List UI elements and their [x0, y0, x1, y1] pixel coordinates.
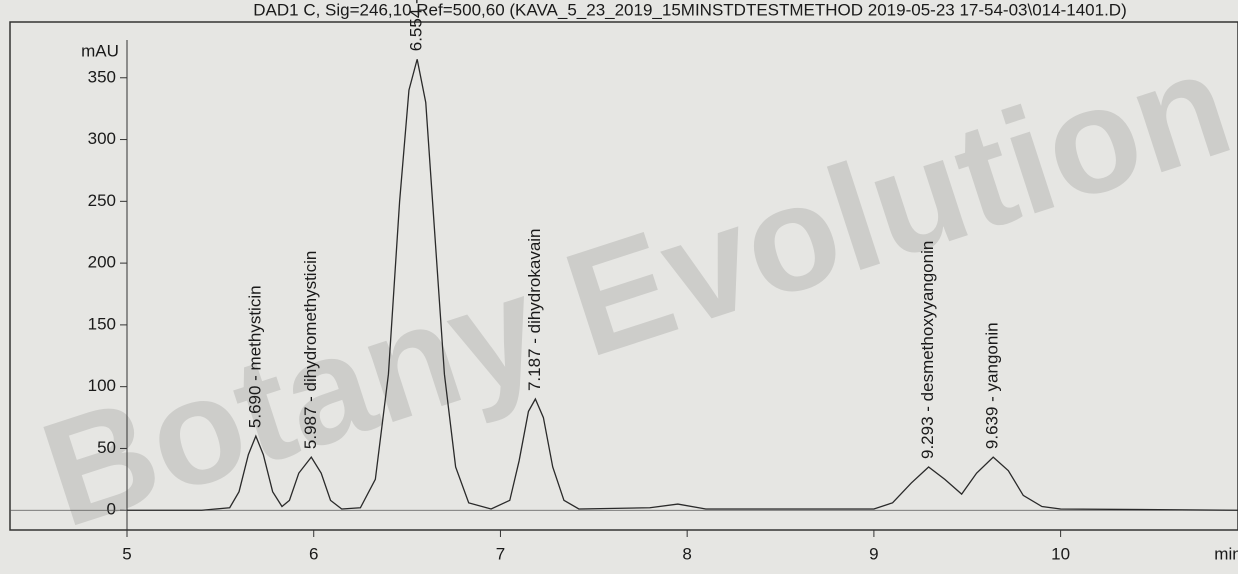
- chart-title: DAD1 C, Sig=246,10 Ref=500,60 (KAVA_5_23…: [253, 0, 1126, 19]
- x-tick-label: 7: [496, 544, 505, 563]
- peak-label: 5.690 - methysticin: [245, 285, 264, 428]
- y-tick-label: 150: [88, 314, 116, 333]
- peak-label: 7.187 - dihydrokavain: [525, 228, 544, 391]
- trace: [127, 59, 1238, 511]
- y-tick-label: 100: [88, 376, 116, 395]
- x-tick-label: 8: [682, 544, 691, 563]
- x-tick-label: 9: [869, 544, 878, 563]
- y-tick-label: 200: [88, 253, 116, 272]
- x-tick-label: 6: [309, 544, 318, 563]
- peak-label: 9.293 - desmethoxyyangonin: [918, 241, 937, 459]
- y-tick-label: 300: [88, 129, 116, 148]
- x-tick-label: 5: [122, 544, 131, 563]
- y-tick-label: 250: [88, 191, 116, 210]
- y-tick-label: 50: [97, 438, 116, 457]
- y-tick-label: 350: [88, 67, 116, 86]
- x-axis-label: min: [1214, 544, 1238, 563]
- x-tick-label: 10: [1051, 544, 1070, 563]
- y-axis-label: mAU: [81, 41, 119, 60]
- peak-label: 9.639 - yangonin: [983, 322, 1002, 449]
- peak-label: 6.554 - kavain: [407, 0, 426, 51]
- plot-frame: [9, 21, 1238, 531]
- y-tick-label: 0: [107, 500, 116, 519]
- peak-label: 5.987 - dihydromethysticin: [301, 251, 320, 449]
